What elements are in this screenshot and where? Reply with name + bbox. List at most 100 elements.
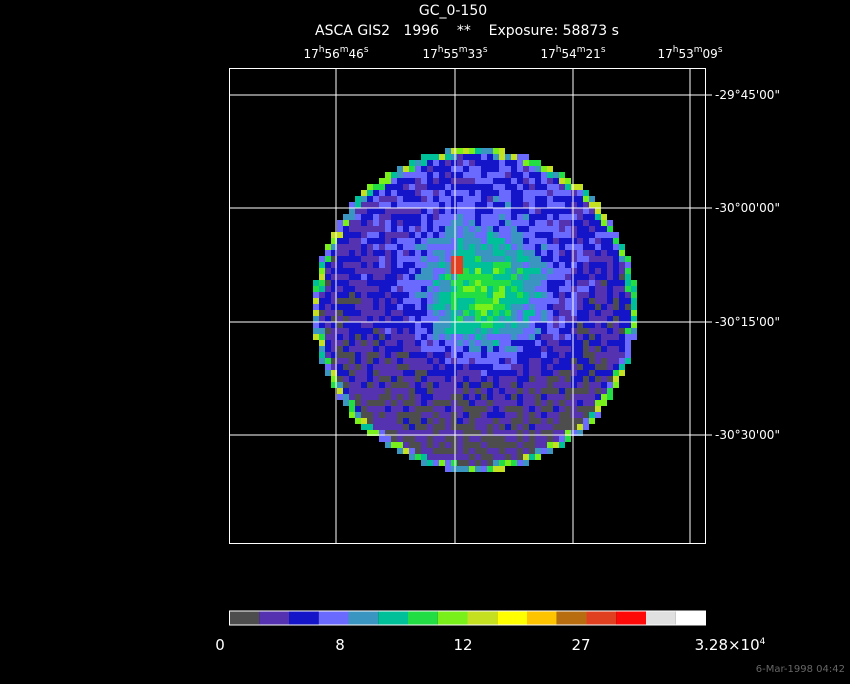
image-pixel — [493, 388, 499, 394]
image-pixel — [589, 208, 595, 214]
image-pixel — [619, 304, 625, 310]
image-pixel — [517, 424, 523, 430]
image-pixel — [445, 232, 451, 238]
image-pixel — [613, 382, 619, 388]
text-part: 17 — [540, 47, 555, 61]
image-pixel — [493, 160, 499, 166]
image-pixel — [325, 346, 331, 352]
image-pixel — [451, 148, 457, 154]
image-pixel — [409, 184, 415, 190]
image-pixel — [409, 358, 415, 364]
image-pixel — [505, 268, 511, 274]
image-pixel — [505, 394, 511, 400]
image-pixel — [487, 310, 493, 316]
image-pixel — [403, 334, 409, 340]
text-part: 53 — [678, 47, 693, 61]
image-pixel — [469, 202, 475, 208]
image-pixel — [577, 346, 583, 352]
image-pixel — [397, 178, 403, 184]
image-pixel — [553, 364, 559, 370]
image-pixel — [535, 208, 541, 214]
image-pixel — [487, 250, 493, 256]
image-pixel — [385, 442, 391, 448]
image-pixel — [547, 166, 553, 172]
image-pixel — [337, 244, 343, 250]
image-pixel — [529, 454, 535, 460]
image-pixel — [613, 358, 619, 364]
image-pixel — [547, 412, 553, 418]
image-pixel — [493, 172, 499, 178]
image-pixel — [613, 334, 619, 340]
image-pixel — [619, 328, 625, 334]
image-pixel — [505, 256, 511, 262]
image-pixel — [403, 214, 409, 220]
image-pixel — [451, 196, 457, 202]
image-pixel — [373, 208, 379, 214]
image-pixel — [349, 292, 355, 298]
image-pixel — [583, 382, 589, 388]
image-pixel — [499, 148, 505, 154]
image-pixel — [439, 172, 445, 178]
image-pixel — [391, 436, 397, 442]
image-pixel — [541, 340, 547, 346]
image-pixel — [595, 244, 601, 250]
image-pixel — [505, 412, 511, 418]
image-pixel — [385, 310, 391, 316]
image-pixel — [331, 382, 337, 388]
image-pixel — [547, 370, 553, 376]
date-stamp: 6-Mar-1998 04:42 — [756, 664, 845, 675]
image-pixel — [439, 406, 445, 412]
image-pixel — [319, 322, 325, 328]
image-pixel — [577, 208, 583, 214]
image-pixel — [331, 268, 337, 274]
image-pixel — [535, 190, 541, 196]
image-pixel — [409, 394, 415, 400]
image-pixel — [511, 442, 517, 448]
image-pixel — [445, 442, 451, 448]
image-pixel — [343, 322, 349, 328]
image-pixel — [493, 424, 499, 430]
image-pixel — [325, 256, 331, 262]
image-pixel — [463, 466, 469, 472]
image-pixel — [397, 346, 403, 352]
image-pixel — [397, 280, 403, 286]
image-pixel — [541, 316, 547, 322]
image-pixel — [349, 328, 355, 334]
image-pixel — [607, 298, 613, 304]
image-pixel — [397, 256, 403, 262]
image-pixel — [427, 286, 433, 292]
image-pixel — [331, 310, 337, 316]
image-pixel — [379, 394, 385, 400]
image-pixel — [463, 280, 469, 286]
image-pixel — [445, 310, 451, 316]
image-pixel — [535, 304, 541, 310]
image-pixel — [571, 418, 577, 424]
image-pixel — [421, 370, 427, 376]
image-pixel — [361, 394, 367, 400]
image-pixel — [505, 376, 511, 382]
image-pixel — [445, 328, 451, 334]
image-pixel — [439, 184, 445, 190]
image-pixel — [547, 328, 553, 334]
image-pixel — [331, 250, 337, 256]
image-pixel — [421, 202, 427, 208]
image-pixel — [379, 388, 385, 394]
image-pixel — [523, 400, 529, 406]
image-pixel — [613, 340, 619, 346]
image-pixel — [361, 256, 367, 262]
image-pixel — [379, 220, 385, 226]
image-pixel — [361, 370, 367, 376]
image-pixel — [565, 358, 571, 364]
image-pixel — [589, 358, 595, 364]
image-pixel — [499, 172, 505, 178]
image-pixel — [577, 430, 583, 436]
image-pixel — [427, 220, 433, 226]
image-pixel — [427, 400, 433, 406]
image-pixel — [529, 430, 535, 436]
image-pixel — [349, 382, 355, 388]
image-pixel — [457, 166, 463, 172]
ra-label: 17h54m21s — [540, 45, 605, 61]
image-pixel — [367, 274, 373, 280]
image-pixel — [589, 316, 595, 322]
image-pixel — [517, 184, 523, 190]
